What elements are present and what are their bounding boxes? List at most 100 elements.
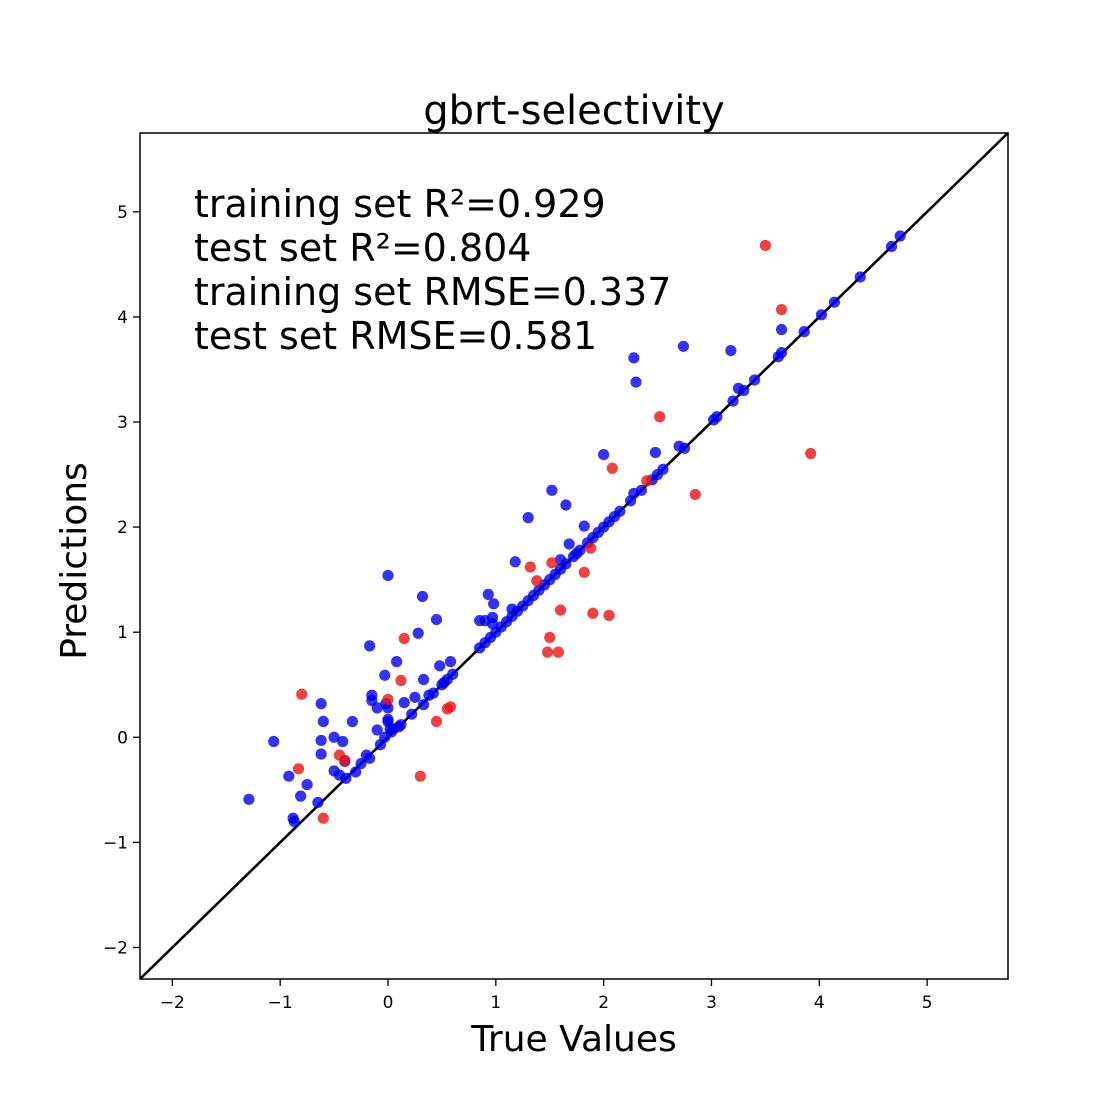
point-red — [524, 561, 536, 573]
point-blue — [885, 240, 898, 253]
point-blue — [727, 395, 739, 407]
point-blue — [328, 731, 340, 743]
point-red — [398, 632, 410, 645]
point-blue — [657, 463, 669, 475]
point-blue — [295, 790, 307, 802]
point-blue — [649, 446, 662, 459]
point-red — [317, 812, 329, 824]
point-blue — [371, 724, 383, 736]
point-blue — [628, 352, 640, 364]
point-red — [339, 754, 351, 767]
point-blue — [364, 640, 376, 652]
y-tick-label: 5 — [117, 203, 128, 223]
point-blue — [340, 772, 352, 784]
point-blue — [434, 660, 446, 672]
point-blue — [315, 734, 327, 747]
x-axis-ticks: −2 −1 0 1 2 3 4 5 — [160, 979, 933, 1013]
points-layer — [243, 230, 906, 827]
y-tick-label: −1 — [103, 833, 128, 853]
point-red — [552, 646, 564, 658]
point-blue — [382, 702, 394, 714]
x-tick-label: −2 — [160, 993, 185, 1013]
point-red — [775, 303, 788, 316]
y-tick-label: 2 — [117, 518, 128, 538]
y-tick-label: 3 — [117, 413, 128, 433]
point-blue — [346, 715, 359, 728]
point-red — [554, 604, 567, 616]
point-blue — [406, 708, 418, 720]
annotation-training-r2: training set R²=0.929 — [194, 182, 606, 226]
point-blue — [630, 376, 642, 388]
point-blue — [243, 793, 255, 805]
point-blue — [598, 448, 610, 461]
plot-frame — [139, 132, 1009, 980]
point-blue — [395, 719, 407, 731]
point-blue — [391, 656, 403, 668]
point-red — [641, 475, 653, 487]
point-blue — [315, 748, 327, 760]
point-blue — [560, 558, 572, 570]
point-red — [414, 770, 426, 782]
point-blue — [447, 668, 459, 680]
point-blue — [337, 735, 349, 748]
point-blue — [635, 484, 647, 496]
point-blue — [509, 556, 521, 568]
point-blue — [417, 673, 430, 686]
y-axis-label: Predictions — [54, 462, 95, 660]
point-blue — [578, 520, 590, 532]
point-blue — [546, 484, 558, 496]
point-blue — [677, 340, 690, 352]
point-red — [606, 462, 618, 474]
point-blue — [798, 326, 810, 338]
point-red — [541, 646, 554, 658]
point-blue — [488, 598, 500, 610]
point-blue — [563, 538, 575, 550]
point-red — [395, 674, 407, 687]
point-blue — [288, 815, 300, 827]
point-blue — [382, 713, 394, 726]
annotation-test-r2: test set R²=0.804 — [194, 226, 531, 270]
point-red — [578, 566, 590, 578]
point-blue — [427, 687, 439, 699]
x-tick-label: 5 — [922, 993, 933, 1013]
point-blue — [350, 766, 362, 778]
point-blue — [301, 778, 313, 791]
chart-title: gbrt-selectivity — [423, 88, 724, 134]
point-red — [585, 542, 597, 554]
x-axis-label: True Values — [470, 1019, 677, 1060]
point-blue — [371, 702, 383, 714]
point-red — [759, 239, 771, 252]
point-blue — [815, 309, 828, 321]
y-tick-label: 1 — [117, 623, 128, 643]
plot-area — [139, 132, 1009, 980]
point-blue — [444, 656, 457, 668]
x-tick-label: −1 — [268, 993, 293, 1013]
point-blue — [412, 627, 424, 639]
point-blue — [738, 384, 750, 397]
point-blue — [574, 544, 586, 556]
point-blue — [416, 590, 429, 603]
x-tick-label: 4 — [814, 993, 825, 1013]
point-blue — [417, 699, 430, 711]
point-blue — [614, 505, 626, 517]
point-red — [292, 763, 305, 775]
point-blue — [430, 613, 443, 626]
point-blue — [355, 757, 367, 770]
point-blue — [678, 442, 691, 454]
point-blue — [398, 697, 410, 709]
x-tick-label: 2 — [598, 993, 609, 1013]
point-blue — [382, 569, 394, 582]
point-blue — [522, 512, 534, 524]
point-blue — [315, 698, 327, 710]
point-red — [805, 447, 817, 460]
point-red — [689, 488, 701, 501]
point-blue — [486, 618, 499, 630]
point-blue — [482, 588, 494, 600]
point-blue — [749, 374, 761, 386]
y-tick-label: 0 — [117, 728, 128, 748]
point-blue — [312, 796, 324, 809]
point-red — [654, 411, 666, 423]
point-blue — [268, 735, 280, 748]
point-blue — [725, 344, 737, 357]
